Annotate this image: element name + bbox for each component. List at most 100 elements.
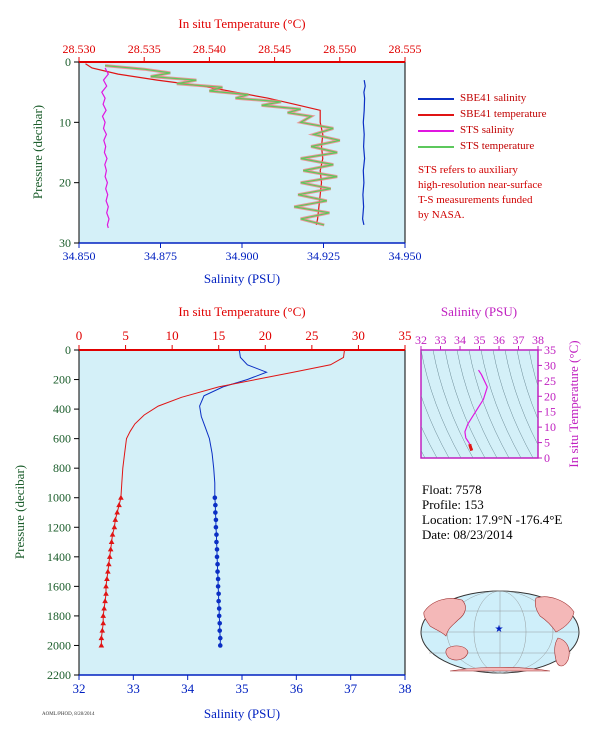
temperature-point [100, 620, 107, 626]
density-contour [528, 350, 538, 388]
temperature-point [104, 575, 110, 581]
ts-top-tick-label: 34 [454, 333, 466, 347]
sts-note-line: T-S measurements funded [418, 194, 533, 206]
ts-right-tick-label: 15 [544, 405, 556, 419]
salinity-point [217, 628, 223, 633]
salinity-point [213, 502, 218, 508]
series-sts-salinity [101, 67, 110, 229]
left-tick-label: 0 [65, 55, 71, 69]
bottom-tick-label: 38 [399, 681, 412, 696]
land-antarctica [449, 666, 551, 672]
salinity-point [213, 524, 219, 530]
left-tick-label: 2200 [47, 668, 71, 682]
temperature-point [108, 539, 115, 545]
sts-note-line: STS refers to auxiliary [418, 164, 518, 176]
ts-diagram-top-axis-label: Salinity (PSU) [441, 304, 517, 319]
land-south-america [554, 637, 570, 667]
ts-right-tick-label: 5 [544, 436, 550, 450]
bottom-tick-label: 37 [344, 681, 358, 696]
left-tick-label: 1200 [47, 520, 71, 534]
legend-item-sts-salinity: STS salinity [418, 122, 546, 138]
ts-right-tick-label: 0 [544, 451, 550, 465]
salinity-point [213, 517, 219, 523]
ts-right-tick-label: 35 [544, 343, 556, 357]
world-map: ★ [420, 590, 580, 674]
top-tick-label: 28.555 [389, 42, 422, 56]
salinity-point [214, 547, 220, 552]
density-contour [468, 350, 510, 458]
density-contour [516, 350, 538, 420]
density-contour [504, 350, 538, 446]
left-tick-label: 1000 [47, 491, 71, 505]
temperature-point [106, 561, 112, 567]
temperature-point [114, 509, 120, 515]
top-tick-label: 28.540 [193, 42, 226, 56]
ts-top-tick-label: 33 [435, 333, 447, 347]
temperature-point [103, 583, 109, 589]
ts-right-tick-label: 10 [544, 420, 556, 434]
bottom-tick-label: 34.900 [226, 249, 259, 263]
salinity-point [216, 606, 222, 611]
legend-swatch [418, 130, 454, 132]
legend-item-sts-temperature: STS temperature [418, 138, 546, 154]
temperature-point [107, 546, 114, 552]
temperature-point [106, 553, 113, 559]
map-land [423, 596, 575, 672]
bottom-tick-label: 34.850 [63, 249, 96, 263]
bottom-tick-label: 34.950 [389, 249, 422, 263]
sts-note: STS refers to auxiliary high-resolution … [418, 163, 598, 223]
left-tick-label: 600 [53, 432, 71, 446]
legend-swatch [418, 146, 454, 148]
temperature-point [111, 524, 118, 530]
top-tick-label: 28.535 [128, 42, 161, 56]
legend: SBE41 salinity SBE41 temperature STS sal… [418, 90, 546, 154]
density-contour [492, 350, 534, 458]
legend-label: STS temperature [460, 140, 535, 152]
ts-curve-deep [468, 443, 474, 452]
series-sbe41-salinity [361, 80, 366, 226]
density-contour [480, 350, 522, 458]
full-profile-left-axis-label: Pressure (decibar) [12, 465, 27, 559]
temperature-point [118, 494, 124, 500]
near-surface-top-axis-label: In situ Temperature (°C) [178, 16, 305, 31]
legend-label: STS salinity [460, 124, 515, 136]
ts-top-tick-label: 37 [513, 333, 525, 347]
full-profile-plot-area [78, 349, 406, 676]
temperature-point [101, 605, 107, 611]
salinity-point [215, 576, 221, 582]
land-north-america [534, 596, 575, 633]
full-profile-panel: 0 5 10 15 20 25 30 35 32 33 34 35 36 37 38 0 200 400 600 80… [12, 304, 412, 721]
salinity-point [215, 584, 221, 589]
series-temperature [120, 349, 345, 498]
temperature-point [98, 642, 105, 648]
salinity-point [214, 539, 219, 545]
temperature-point [105, 568, 111, 574]
salinity-point [216, 613, 222, 619]
near-surface-plot-area [78, 61, 406, 244]
salinity-point [215, 561, 220, 567]
temperature-point [99, 627, 106, 633]
temperature-point [112, 516, 119, 522]
ts-diagram-right-axis-label: In situ Temperature (°C) [566, 340, 581, 467]
salinity-point [216, 591, 221, 597]
density-contours [421, 350, 538, 458]
bottom-tick-label: 35 [236, 681, 249, 696]
float-location-marker: ★ [495, 624, 504, 635]
land-asia [423, 598, 466, 637]
ts-right-tick-label: 25 [544, 374, 556, 388]
ts-right-tick-label: 20 [544, 389, 556, 403]
temperature-point [102, 598, 108, 604]
temperature-point [116, 502, 122, 508]
left-tick-label: 1600 [47, 579, 71, 593]
bottom-tick-label: 34.875 [144, 249, 177, 263]
series-salinity [199, 349, 268, 498]
top-tick-label: 28.530 [63, 42, 96, 56]
density-contour [421, 394, 450, 458]
ts-top-tick-label: 38 [532, 333, 544, 347]
left-tick-label: 10 [59, 115, 71, 129]
legend-item-sbe41-salinity: SBE41 salinity [418, 90, 546, 106]
left-tick-label: 800 [53, 461, 71, 475]
ts-diagram-plot-area [420, 349, 539, 459]
